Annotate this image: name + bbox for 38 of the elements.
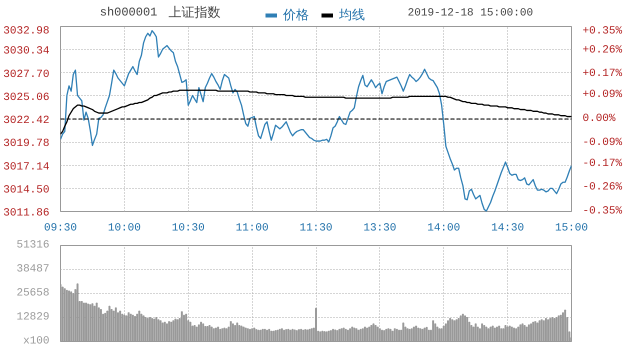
y-tick-label: 3022.42 [3, 115, 50, 127]
y-tick-label: x100 [23, 336, 50, 347]
x-tick-label: 13:30 [363, 222, 396, 234]
y2-tick-label: +0.35% [582, 26, 623, 38]
line-series [60, 30, 572, 212]
chart-subtitle: sh000001 [100, 6, 158, 20]
legend-label: 均线 [339, 7, 365, 24]
y-tick-label: 12829 [16, 312, 50, 324]
y2-tick-label: +0.17% [582, 68, 623, 80]
y2-tick-label: +0.09% [582, 89, 623, 102]
x-tick-label: 10:00 [108, 222, 141, 234]
y-tick-label: 3025.06 [3, 92, 50, 104]
y-tick-label: 25658 [16, 288, 50, 300]
y-tick-label: 3030.34 [3, 46, 50, 58]
y2-tick-label: -0.35% [582, 206, 623, 218]
y2-tick-label: -0.17% [582, 158, 623, 170]
y2-tick-label: -0.09% [582, 136, 623, 149]
y-tick-label: 3011.86 [3, 208, 50, 220]
x-tick-label: 15:00 [554, 222, 588, 234]
x-tick-label: 14:00 [427, 222, 460, 234]
x-tick-label: 14:30 [491, 222, 524, 234]
y-tick-label: 3017.14 [3, 161, 50, 174]
x-tick-label: 10:30 [172, 222, 205, 234]
x-tick-label: 11:00 [236, 222, 269, 234]
text: 2019-12-18 15:00:00 [408, 8, 534, 20]
y-tick-label: 38487 [16, 264, 50, 276]
y2-tick-label: 0.00% [582, 113, 616, 125]
y-tick-label: 51316 [16, 240, 50, 252]
chart-title: 上证指数 [168, 6, 220, 20]
legend-label: 价格 [283, 7, 309, 24]
x-tick-label: 09:30 [44, 222, 78, 234]
x-tick-label: 11:30 [299, 222, 333, 234]
y-tick-label: 3019.78 [3, 138, 50, 150]
y-tick-label: 3032.98 [3, 26, 50, 38]
y-tick-label: 3027.70 [3, 68, 50, 81]
y-tick-label: 3014.50 [3, 184, 50, 196]
y2-tick-label: +0.26% [582, 44, 623, 56]
y2-tick-label: -0.26% [582, 182, 623, 194]
